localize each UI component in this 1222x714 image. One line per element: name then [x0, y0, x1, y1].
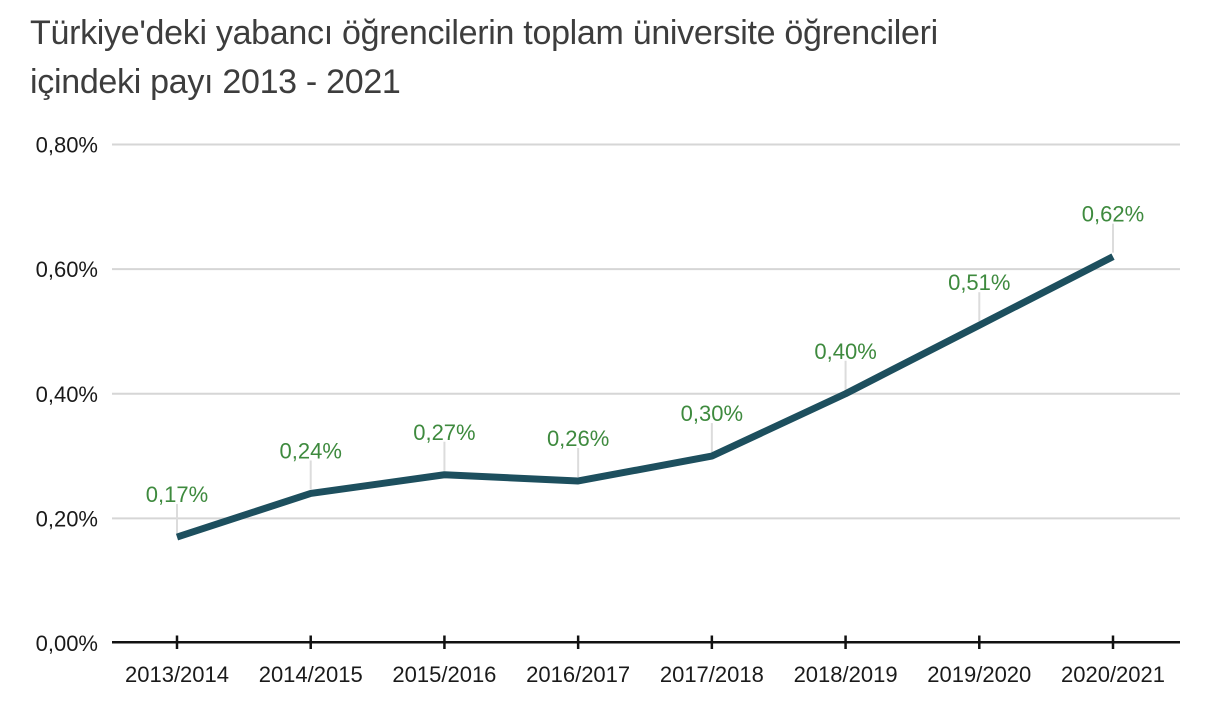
x-axis-label: 2018/2019 [794, 662, 898, 687]
data-point-label: 0,17% [146, 482, 208, 507]
data-point-label: 0,51% [948, 270, 1010, 295]
x-axis-label: 2015/2016 [392, 662, 496, 687]
data-point-label: 0,24% [280, 438, 342, 463]
y-axis-label: 0,60% [36, 257, 98, 282]
x-axis-label: 2016/2017 [526, 662, 630, 687]
x-axis-label: 2019/2020 [927, 662, 1031, 687]
x-axis-label: 2014/2015 [259, 662, 363, 687]
chart-title-line2: içindeki payı 2013 - 2021 [30, 63, 401, 101]
y-axis-label: 0,40% [36, 382, 98, 407]
data-point-label: 0,30% [681, 401, 743, 426]
chart-title: Türkiye'deki yabancı öğrencilerin toplam… [30, 9, 938, 107]
data-point-label: 0,62% [1082, 202, 1144, 227]
chart-title-line1: Türkiye'deki yabancı öğrencilerin toplam… [30, 14, 938, 52]
data-point-label: 0,40% [814, 339, 876, 364]
y-axis-label: 0,80% [36, 133, 98, 158]
data-point-label: 0,26% [547, 426, 609, 451]
y-axis-label: 0,00% [36, 631, 98, 656]
x-axis-label: 2020/2021 [1061, 662, 1165, 687]
trend-line [175, 253, 1115, 541]
y-axis-label: 0,20% [36, 506, 98, 531]
x-axis-label: 2017/2018 [660, 662, 764, 687]
x-axis-label: 2013/2014 [125, 662, 229, 687]
data-point-label: 0,27% [413, 420, 475, 445]
